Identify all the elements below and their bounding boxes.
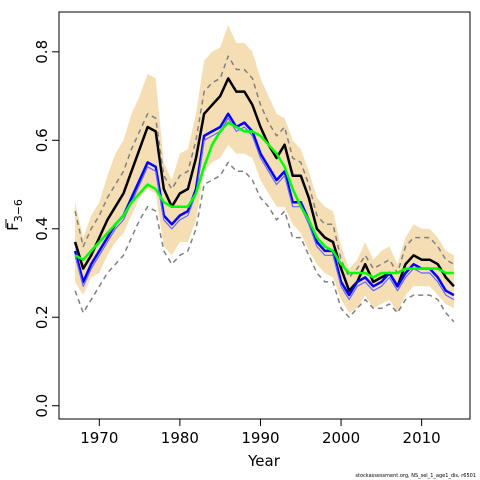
confidence-band	[75, 25, 454, 313]
plot-frame	[58, 11, 471, 420]
y-axis-title-main: F	[4, 222, 22, 231]
y-tick-label-2: 0.4	[33, 217, 51, 241]
x-axis: 1970 1980 1990 2000 2010	[80, 419, 441, 447]
y-tick-label-3: 0.6	[33, 128, 51, 152]
y-tick-label-0: 0.0	[33, 394, 51, 418]
x-tick-label-1970: 1970	[80, 429, 118, 447]
series-line-3	[74, 117, 455, 301]
series-line-4	[74, 161, 455, 323]
y-tick-label-4: 0.8	[33, 40, 51, 64]
x-tick-label-1980: 1980	[161, 429, 199, 447]
x-axis-title: Year	[247, 452, 281, 470]
series-line-6	[74, 121, 454, 279]
series-layer	[73, 55, 455, 323]
x-tick-label-1990: 1990	[241, 429, 279, 447]
y-axis-title: F3−6	[4, 199, 25, 231]
y-axis-title-group: F3−6	[4, 199, 25, 231]
confidence-band-layer	[75, 25, 454, 313]
series-line-2	[73, 112, 455, 297]
x-tick-label-2010: 2010	[403, 429, 441, 447]
y-axis-title-subscript: 3−6	[12, 199, 25, 222]
series-line-5	[74, 55, 455, 279]
x-tick-label-2000: 2000	[322, 429, 360, 447]
y-axis: 0.0 0.2 0.4 0.6 0.8	[33, 40, 59, 418]
footer-note: stockassessment.org, NS_sel_1_age1_dis, …	[355, 473, 476, 479]
y-tick-label-1: 0.2	[33, 305, 51, 329]
